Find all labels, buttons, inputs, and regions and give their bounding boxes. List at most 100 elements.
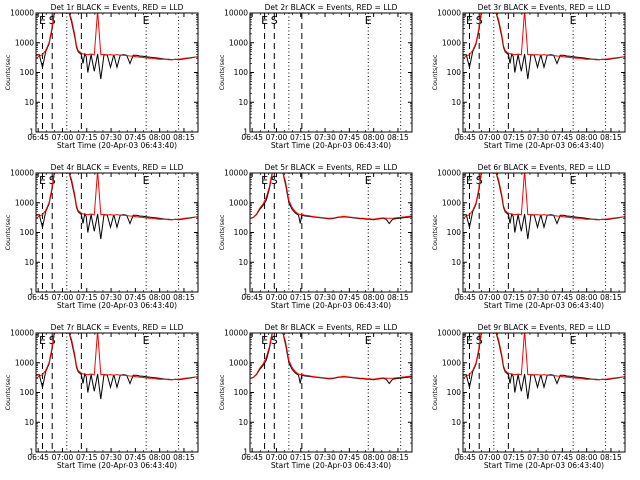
x-tick-label: 07:30 bbox=[314, 293, 336, 302]
x-tick-label: 07:00 bbox=[52, 293, 74, 302]
marker-label: E bbox=[39, 14, 46, 27]
x-tick-label: 08:00 bbox=[149, 453, 171, 462]
marker-label: E bbox=[143, 334, 150, 347]
x-tick-label: 07:15 bbox=[290, 293, 312, 302]
plot-frame bbox=[35, 172, 199, 293]
y-tick-label: 1 bbox=[456, 288, 461, 297]
marker-label: E bbox=[365, 334, 372, 347]
x-tick-label: 07:00 bbox=[266, 133, 288, 142]
events-series-line bbox=[36, 173, 198, 240]
plot-frame bbox=[249, 12, 413, 133]
x-tick-label: 07:00 bbox=[479, 453, 501, 462]
panel-det-9r: Det 9r BLACK = Events, RED = LLD 1 10 100 10… bbox=[431, 323, 626, 470]
x-tick-label: 06:45 bbox=[241, 453, 263, 462]
x-axis-label: Start Time (20-Apr-03 06:43:40) bbox=[271, 301, 391, 310]
x-axis-label: Start Time (20-Apr-03 06:43:40) bbox=[271, 461, 391, 470]
x-tick-label: 07:45 bbox=[339, 133, 361, 142]
y-tick-label: 100 bbox=[20, 388, 35, 397]
events-series-line bbox=[36, 333, 198, 400]
marker-label: S bbox=[271, 174, 278, 187]
x-tick-label: 07:15 bbox=[76, 453, 98, 462]
panel-title: Det 4r BLACK = Events, RED = LLD bbox=[51, 163, 184, 172]
x-tick-label: 07:45 bbox=[552, 133, 574, 142]
marker-label: S bbox=[271, 334, 278, 347]
panel-title: Det 3r BLACK = Events, RED = LLD bbox=[478, 3, 611, 12]
y-tick-label: 10000 bbox=[224, 9, 248, 18]
y-tick-label: 10000 bbox=[10, 169, 34, 178]
lld-series-line bbox=[463, 13, 625, 61]
lld-series-line bbox=[463, 333, 625, 381]
plot-frame bbox=[462, 172, 626, 293]
marker-label: E bbox=[466, 14, 473, 27]
y-axis-label: Counts/sec bbox=[218, 374, 226, 410]
y-tick-label: 10000 bbox=[437, 169, 461, 178]
y-tick-label: 1 bbox=[456, 128, 461, 137]
x-tick-label: 08:15 bbox=[387, 453, 409, 462]
x-tick-label: 08:00 bbox=[363, 453, 385, 462]
y-tick-label: 1 bbox=[29, 288, 34, 297]
x-tick-label: 07:45 bbox=[125, 453, 147, 462]
x-tick-label: 06:45 bbox=[27, 133, 49, 142]
marker-label: E bbox=[39, 334, 46, 347]
x-tick-label: 07:30 bbox=[527, 133, 549, 142]
y-tick-label: 10 bbox=[238, 418, 248, 427]
x-tick-label: 07:30 bbox=[527, 293, 549, 302]
y-tick-label: 100 bbox=[234, 388, 249, 397]
panel-title: Det 7r BLACK = Events, RED = LLD bbox=[51, 323, 184, 332]
lld-series-line bbox=[36, 13, 198, 61]
x-tick-label: 07:15 bbox=[76, 133, 98, 142]
y-tick-label: 1000 bbox=[15, 198, 34, 207]
x-tick-label: 07:45 bbox=[552, 453, 574, 462]
y-tick-label: 100 bbox=[447, 228, 462, 237]
x-tick-label: 07:00 bbox=[52, 133, 74, 142]
x-tick-label: 07:00 bbox=[266, 293, 288, 302]
panel-title: Det 5r BLACK = Events, RED = LLD bbox=[265, 163, 398, 172]
y-tick-label: 10 bbox=[451, 418, 461, 427]
y-tick-label: 100 bbox=[447, 388, 462, 397]
x-tick-label: 07:45 bbox=[339, 293, 361, 302]
x-tick-label: 06:45 bbox=[27, 453, 49, 462]
x-axis-label: Start Time (20-Apr-03 06:43:40) bbox=[484, 301, 604, 310]
y-tick-label: 10 bbox=[24, 258, 34, 267]
x-tick-label: 07:45 bbox=[125, 133, 147, 142]
x-tick-label: 07:00 bbox=[266, 453, 288, 462]
x-axis-label: Start Time (20-Apr-03 06:43:40) bbox=[484, 141, 604, 150]
y-tick-label: 1 bbox=[456, 448, 461, 457]
x-axis-label: Start Time (20-Apr-03 06:43:40) bbox=[57, 461, 177, 470]
x-tick-label: 08:15 bbox=[173, 453, 195, 462]
y-tick-label: 100 bbox=[20, 68, 35, 77]
x-tick-label: 08:15 bbox=[600, 293, 622, 302]
marker-label: S bbox=[476, 14, 483, 27]
panel-title: Det 6r BLACK = Events, RED = LLD bbox=[478, 163, 611, 172]
panel-det-3r: Det 3r BLACK = Events, RED = LLD 1 10 100 10… bbox=[431, 3, 626, 150]
plot-frame bbox=[249, 332, 413, 453]
y-tick-label: 10 bbox=[238, 258, 248, 267]
lld-series-line bbox=[36, 333, 198, 381]
events-series-line bbox=[36, 13, 198, 80]
y-tick-label: 1000 bbox=[442, 358, 461, 367]
y-tick-label: 10000 bbox=[10, 329, 34, 338]
lld-series-line bbox=[250, 333, 412, 380]
plot-frame bbox=[249, 172, 413, 293]
y-tick-label: 1000 bbox=[15, 358, 34, 367]
x-tick-label: 07:30 bbox=[314, 133, 336, 142]
marker-label: S bbox=[49, 334, 56, 347]
marker-label: E bbox=[570, 14, 577, 27]
marker-label: E bbox=[39, 174, 46, 187]
x-tick-label: 07:15 bbox=[76, 293, 98, 302]
y-tick-label: 1000 bbox=[15, 38, 34, 47]
marker-label: E bbox=[143, 14, 150, 27]
events-series-line bbox=[463, 173, 625, 240]
plot-frame bbox=[35, 332, 199, 453]
x-tick-label: 06:45 bbox=[27, 293, 49, 302]
marker-label: S bbox=[476, 174, 483, 187]
x-axis-label: Start Time (20-Apr-03 06:43:40) bbox=[271, 141, 391, 150]
y-tick-label: 1 bbox=[29, 128, 34, 137]
x-tick-label: 08:00 bbox=[576, 133, 598, 142]
panel-det-8r: Det 8r BLACK = Events, RED = LLD 1 10 100 10… bbox=[218, 323, 413, 470]
panel-det-1r: Det 1r BLACK = Events, RED = LLD 1 10 100 10… bbox=[4, 3, 199, 150]
x-tick-label: 08:00 bbox=[576, 453, 598, 462]
y-axis-label: Counts/sec bbox=[431, 54, 439, 90]
marker-label: E bbox=[261, 334, 268, 347]
